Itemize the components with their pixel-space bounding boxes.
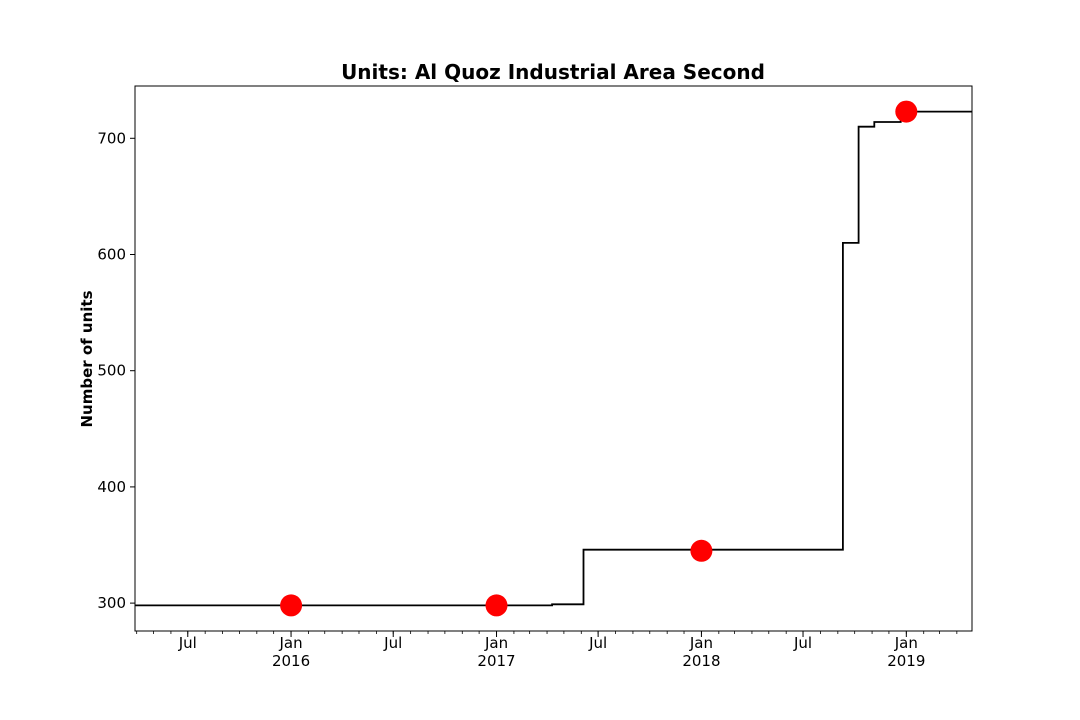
y-tick-label: 600 xyxy=(97,245,126,263)
plot-content xyxy=(135,100,972,617)
data-point-marker xyxy=(690,539,713,562)
y-tick-label: 300 xyxy=(97,594,126,612)
x-tick-label: Jan xyxy=(484,634,508,652)
x-tick-label: Jan xyxy=(894,634,918,652)
y-tick-label: 700 xyxy=(97,129,126,147)
x-tick-year-label: 2019 xyxy=(887,652,925,670)
series-line xyxy=(135,110,972,607)
data-point-marker xyxy=(895,100,918,123)
x-tick-year-label: 2016 xyxy=(272,652,310,670)
plot-frame xyxy=(134,85,973,632)
data-point-marker xyxy=(485,594,508,617)
chart-title: Units: Al Quoz Industrial Area Second xyxy=(341,60,765,84)
y-axis-label: Number of units xyxy=(78,290,96,427)
x-tick-label: Jan xyxy=(689,634,713,652)
x-tick-label: Jul xyxy=(383,634,402,652)
data-point-marker xyxy=(280,594,303,617)
x-tick-label: Jul xyxy=(588,634,607,652)
x-tick-label: Jan xyxy=(278,634,302,652)
x-tick-label: Jul xyxy=(793,634,812,652)
x-tick-label: Jul xyxy=(178,634,197,652)
x-tick-year-label: 2018 xyxy=(682,652,720,670)
x-tick-year-label: 2017 xyxy=(477,652,515,670)
y-tick-label: 500 xyxy=(97,362,126,380)
y-tick-label: 400 xyxy=(97,478,126,496)
